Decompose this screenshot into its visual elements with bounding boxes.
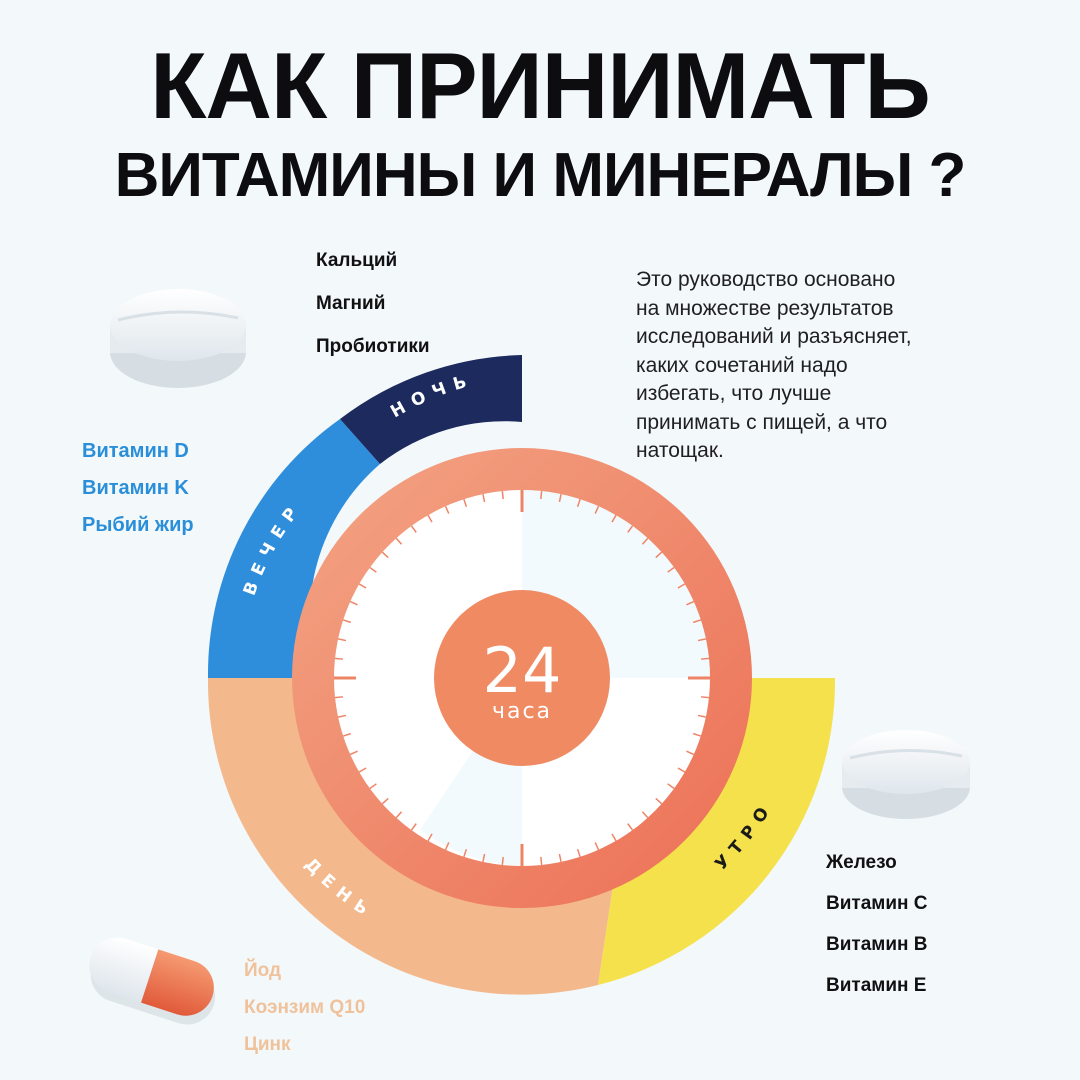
clock-minor-tick	[627, 525, 634, 533]
center-circle	[434, 590, 610, 766]
clock-minor-tick	[369, 566, 377, 573]
clock-minor-tick	[594, 505, 600, 514]
clock-minor-tick	[700, 657, 710, 660]
clock-minor-tick	[501, 490, 504, 500]
clock-minor-tick	[482, 493, 486, 503]
clock-minor-tick	[410, 823, 417, 831]
clock-minor-tick	[482, 853, 486, 863]
center-number: 24	[483, 634, 562, 707]
clock-minor-tick	[700, 696, 710, 699]
morning-item: Железо	[826, 852, 897, 873]
clock-minor-tick	[342, 619, 352, 624]
night-item: Магний	[316, 293, 386, 314]
clock-minor-tick	[697, 638, 707, 642]
clock-minor-tick	[427, 833, 433, 842]
clock-minor-tick	[576, 848, 581, 858]
morning-item: Витамин C	[826, 893, 928, 914]
morning-item: Витамин B	[826, 934, 928, 955]
description-line: Это руководство основано	[636, 268, 896, 291]
clock-minor-tick	[667, 783, 675, 790]
clock-minor-tick	[334, 696, 344, 699]
clock-minor-tick	[463, 498, 468, 508]
clock-minor-tick	[677, 767, 686, 773]
clock-minor-tick	[444, 842, 450, 851]
clock-minor-tick	[540, 856, 543, 866]
morning-item: Витамин E	[826, 975, 927, 996]
pill-tablet-right	[842, 730, 970, 819]
segment-night	[340, 355, 522, 464]
description-line: исследований и разъясняет,	[636, 325, 912, 348]
description-line: избегать, что лучше	[636, 382, 832, 405]
capsule-bottom-left	[89, 937, 216, 1025]
description-line: каких сочетаний надо	[636, 353, 848, 377]
segment-morning	[598, 678, 836, 985]
clock-minor-tick	[410, 525, 417, 533]
clock-minor-tick	[337, 714, 347, 718]
clock-minor-tick	[463, 848, 468, 858]
evening-item: Витамин K	[82, 477, 189, 499]
clock-minor-tick	[655, 551, 663, 559]
clock-minor-tick	[358, 583, 367, 589]
description-text: Это руководство основано на множестве ре…	[636, 266, 1016, 466]
evening-item: Витамин D	[82, 440, 189, 462]
morning-supplements-list: Железо Витамин C Витамин B Витамин E	[826, 852, 928, 1016]
clock-minor-tick	[369, 783, 377, 790]
title-line-2: ВИТАМИНЫ И МИНЕРАЛЫ ?	[114, 141, 967, 210]
clock-minor-tick	[686, 750, 695, 756]
night-item: Кальций	[316, 250, 398, 271]
clock-minor-tick	[655, 797, 663, 805]
clock-minor-tick	[686, 600, 695, 606]
clock-minor-tick	[395, 811, 403, 819]
day-supplements-list: Йод Коэнзим Q10 Цинк	[244, 960, 365, 1071]
pill-tablet-top-left	[110, 289, 246, 388]
clock-minor-tick	[501, 856, 504, 866]
evening-item: Рыбий жир	[82, 514, 194, 536]
clock-ticks	[334, 490, 710, 866]
night-item: Пробиотики	[316, 336, 430, 357]
clock-minor-tick	[358, 767, 367, 773]
clock-minor-tick	[349, 600, 358, 606]
description-line: натощак.	[636, 439, 724, 462]
day-item: Коэнзим Q10	[244, 997, 366, 1018]
clock-minor-tick	[594, 842, 600, 851]
clock-minor-tick	[334, 657, 344, 660]
day-item: Цинк	[244, 1034, 291, 1055]
clock-minor-tick	[641, 537, 649, 545]
clock-minor-tick	[558, 853, 562, 863]
clock-minor-tick	[576, 498, 581, 508]
description-line: на множестве результатов	[636, 296, 894, 320]
clock-minor-tick	[697, 714, 707, 718]
clock-minor-tick	[611, 514, 617, 523]
segment-evening	[207, 419, 380, 678]
clock-minor-tick	[641, 811, 649, 819]
clock-minor-tick	[444, 505, 450, 514]
clock-minor-tick	[427, 514, 433, 523]
clock-minor-tick	[611, 833, 617, 842]
clock-minor-tick	[558, 493, 562, 503]
clock-minor-tick	[692, 732, 702, 737]
clock-minor-tick	[395, 537, 403, 545]
title-line-1: КАК ПРИНИМАТЬ	[150, 33, 931, 138]
clock-minor-tick	[667, 566, 675, 573]
night-supplements-list: Кальций Магний Пробиотики	[316, 250, 430, 379]
center-unit: часа	[492, 699, 552, 724]
clock-minor-tick	[381, 551, 389, 559]
clock-minor-tick	[337, 638, 347, 642]
clock-minor-tick	[677, 583, 686, 589]
clock-minor-tick	[381, 797, 389, 805]
clock-minor-tick	[342, 732, 352, 737]
clock-minor-tick	[540, 490, 543, 500]
day-item: Йод	[244, 960, 282, 981]
clock-minor-tick	[692, 619, 702, 624]
clock-minor-tick	[627, 823, 634, 831]
clock-minor-tick	[349, 750, 358, 756]
evening-supplements-list: Витамин D Витамин K Рыбий жир	[82, 440, 194, 551]
description-line: принимать с пищей, а что	[636, 410, 888, 434]
